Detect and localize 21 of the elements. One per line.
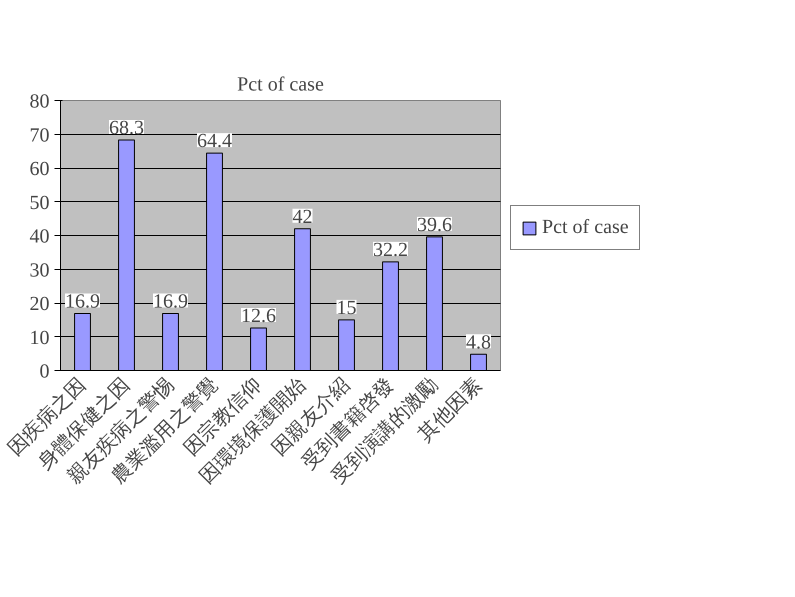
y-tick-label: 30: [30, 259, 50, 282]
data-label: 15: [336, 296, 356, 319]
y-tick-label: 0: [40, 360, 50, 382]
y-tick-label: 50: [30, 192, 50, 214]
y-tick-label: 80: [30, 90, 50, 112]
data-label: 32.2: [373, 238, 408, 261]
legend-label: Pct of case: [542, 216, 629, 239]
data-label: 39.6: [417, 214, 452, 236]
y-tick-label: 40: [30, 226, 50, 248]
y-tick-label: 60: [30, 158, 50, 180]
data-label: 12.6: [241, 304, 276, 327]
data-label: 64.4: [197, 130, 232, 152]
data-label: 16.9: [153, 290, 188, 312]
chart-title: Pct of case: [237, 74, 324, 96]
y-tick-label: 70: [30, 124, 50, 146]
y-tick-label: 10: [30, 326, 50, 349]
y-tick-label: 20: [30, 293, 50, 315]
data-label: 16.9: [65, 290, 100, 312]
data-label: 42: [292, 206, 312, 228]
data-label: 68.3: [109, 116, 144, 139]
data-label: 4.8: [466, 331, 491, 354]
